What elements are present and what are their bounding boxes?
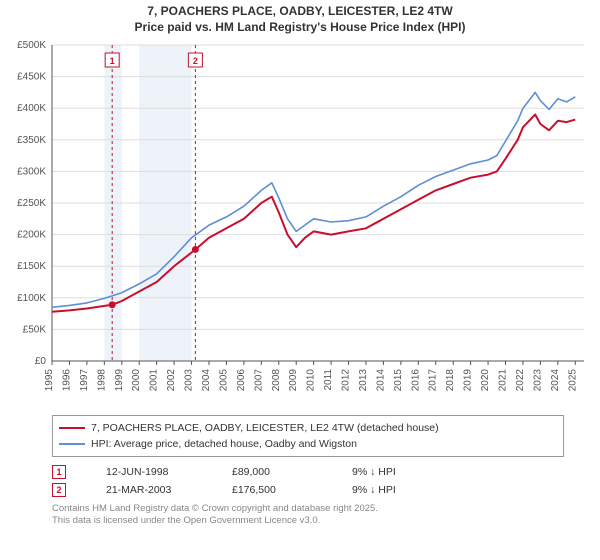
marker-price: £176,500: [232, 484, 312, 496]
svg-text:2017: 2017: [428, 369, 439, 392]
svg-text:2004: 2004: [201, 369, 212, 392]
svg-text:2025: 2025: [567, 369, 578, 392]
svg-text:£250K: £250K: [17, 198, 46, 209]
svg-text:£150K: £150K: [17, 261, 46, 272]
svg-text:2006: 2006: [236, 369, 247, 392]
marker-badge: 2: [52, 483, 66, 497]
svg-text:2022: 2022: [515, 369, 526, 392]
svg-text:£500K: £500K: [17, 40, 46, 51]
chart-container: 7, POACHERS PLACE, OADBY, LEICESTER, LE2…: [0, 0, 600, 530]
chart-plot-area: £0 £50K £100K £150K £200K £250K £300K £350K £400…: [8, 39, 592, 411]
svg-text:£100K: £100K: [17, 293, 46, 304]
svg-text:2003: 2003: [184, 369, 195, 392]
legend-label: 7, POACHERS PLACE, OADBY, LEICESTER, LE2…: [91, 422, 439, 434]
marker-badge: 1: [52, 465, 66, 479]
svg-text:£200K: £200K: [17, 230, 46, 241]
svg-text:£300K: £300K: [17, 167, 46, 178]
svg-text:1: 1: [110, 56, 115, 66]
attribution-line: This data is licensed under the Open Gov…: [52, 515, 564, 526]
svg-text:£400K: £400K: [17, 103, 46, 114]
sale-markers-table: 1 12-JUN-1998 £89,000 9% ↓ HPI 2 21-MAR-…: [52, 463, 564, 499]
svg-text:1995: 1995: [44, 369, 55, 392]
sale-marker-row: 2 21-MAR-2003 £176,500 9% ↓ HPI: [52, 481, 564, 499]
marker-pct: 9% ↓ HPI: [352, 484, 432, 496]
legend-item: HPI: Average price, detached house, Oadb…: [59, 436, 557, 452]
title-line-2: Price paid vs. HM Land Registry's House …: [8, 20, 592, 36]
svg-text:2019: 2019: [463, 369, 474, 392]
legend-item: 7, POACHERS PLACE, OADBY, LEICESTER, LE2…: [59, 420, 557, 436]
svg-text:2013: 2013: [358, 369, 369, 392]
legend-swatch: [59, 443, 85, 445]
svg-text:1999: 1999: [114, 369, 125, 392]
svg-text:2000: 2000: [131, 369, 142, 392]
marker-price: £89,000: [232, 466, 312, 478]
attribution-line: Contains HM Land Registry data © Crown c…: [52, 503, 564, 514]
svg-text:1996: 1996: [61, 369, 72, 392]
svg-text:2015: 2015: [393, 369, 404, 392]
legend-label: HPI: Average price, detached house, Oadb…: [91, 438, 357, 450]
svg-text:1997: 1997: [79, 369, 90, 392]
legend: 7, POACHERS PLACE, OADBY, LEICESTER, LE2…: [52, 415, 564, 457]
svg-text:2007: 2007: [253, 369, 264, 392]
svg-text:£450K: £450K: [17, 72, 46, 83]
svg-text:£350K: £350K: [17, 135, 46, 146]
marker-date: 12-JUN-1998: [106, 466, 192, 478]
marker-date: 21-MAR-2003: [106, 484, 192, 496]
svg-text:2001: 2001: [149, 369, 160, 392]
svg-text:2014: 2014: [375, 369, 386, 392]
svg-text:1998: 1998: [96, 369, 107, 392]
chart-title: 7, POACHERS PLACE, OADBY, LEICESTER, LE2…: [8, 4, 592, 35]
svg-text:2002: 2002: [166, 369, 177, 392]
svg-text:2023: 2023: [532, 369, 543, 392]
title-line-1: 7, POACHERS PLACE, OADBY, LEICESTER, LE2…: [8, 4, 592, 20]
svg-text:2: 2: [193, 56, 198, 66]
svg-text:2009: 2009: [288, 369, 299, 392]
marker-pct: 9% ↓ HPI: [352, 466, 432, 478]
svg-text:2018: 2018: [445, 369, 456, 392]
svg-text:2016: 2016: [410, 369, 421, 392]
svg-text:2021: 2021: [498, 369, 509, 392]
svg-text:2020: 2020: [480, 369, 491, 392]
svg-text:2012: 2012: [341, 369, 352, 392]
svg-text:2010: 2010: [306, 369, 317, 392]
chart-svg: £0 £50K £100K £150K £200K £250K £300K £350K £400…: [8, 39, 592, 411]
svg-text:2024: 2024: [550, 369, 561, 392]
legend-swatch: [59, 427, 85, 429]
svg-text:2008: 2008: [271, 369, 282, 392]
attribution: Contains HM Land Registry data © Crown c…: [52, 503, 564, 526]
svg-text:2005: 2005: [218, 369, 229, 392]
svg-text:£0: £0: [35, 356, 47, 367]
sale-marker-row: 1 12-JUN-1998 £89,000 9% ↓ HPI: [52, 463, 564, 481]
svg-text:£50K: £50K: [23, 325, 47, 336]
svg-text:2011: 2011: [323, 369, 334, 391]
